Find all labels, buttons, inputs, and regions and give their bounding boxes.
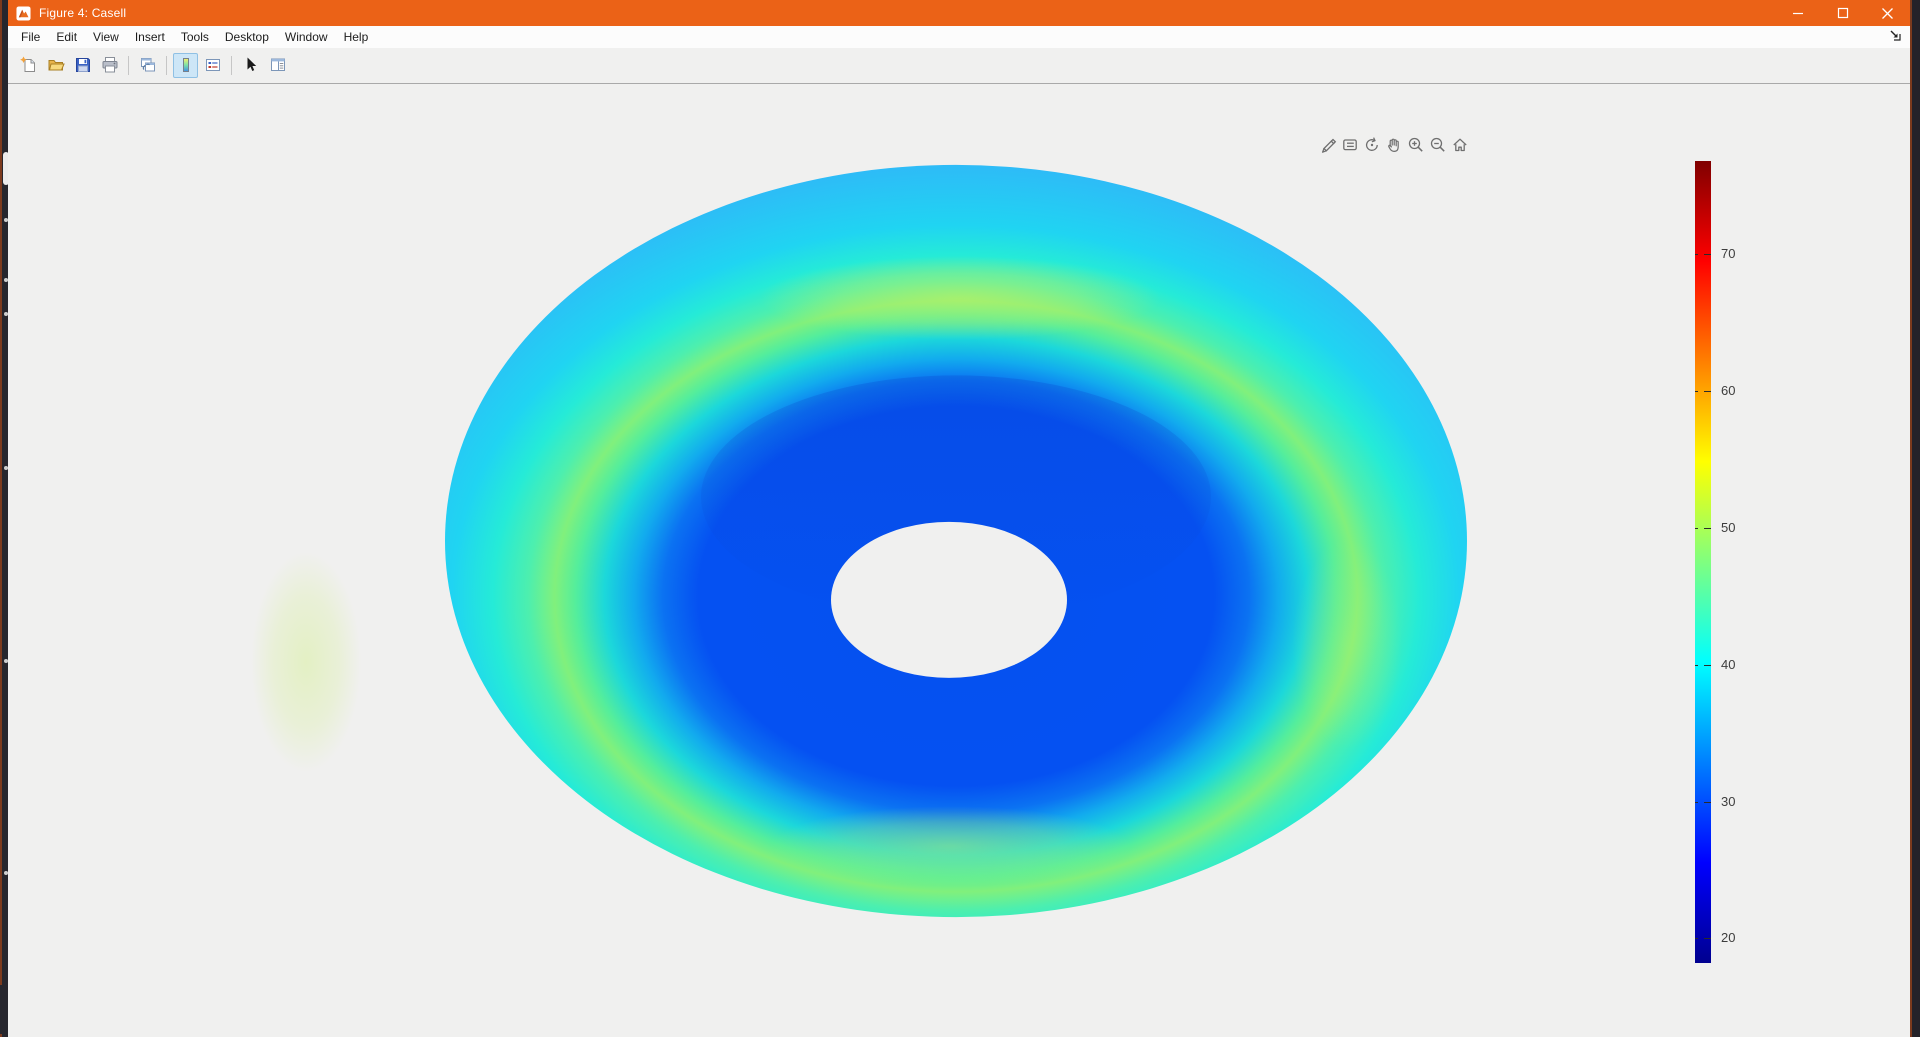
taskbar-dot [4,466,8,470]
taskbar-dot [4,871,8,875]
colorbar-tick-label: 50 [1721,520,1736,535]
link-plot-button[interactable] [135,53,160,78]
home-icon [1452,138,1467,151]
restore-view-button[interactable] [1450,134,1469,155]
background-window-edge [1910,0,1920,1037]
colorbar-tick [1704,528,1711,529]
menu-item-tools[interactable]: Tools [180,30,209,44]
save-figure-button[interactable] [70,53,95,78]
menu-item-window[interactable]: Window [284,30,328,44]
open-folder-icon [48,60,65,71]
colorbar-tick [1704,665,1711,666]
rotate-3d-button[interactable] [1362,134,1381,155]
colorbar-tick [1704,802,1711,803]
zoom-in-icon [1408,137,1423,152]
taskbar-dot [4,659,8,663]
taskbar-dot [4,218,8,222]
property-inspector-icon [270,58,285,71]
ring-highlight-top [760,256,1160,340]
titlebar[interactable]: Figure 4: Casell [8,0,1910,26]
taskbar-dot [4,278,8,282]
menu-bar: File Edit View Insert Tools Desktop Window Help [8,26,1910,48]
colorbar-tick-label: 30 [1721,794,1736,809]
export-button[interactable] [1318,134,1337,155]
menu-item-desktop[interactable]: Desktop [224,30,269,44]
toolbar-separator [231,55,232,75]
colorbar-tick [1695,938,1698,939]
colorbar-tick-label: 40 [1721,657,1736,672]
ring-highlight-left [251,552,361,772]
surface-center-hole [831,521,1067,678]
figure-toolbar [8,48,1910,82]
colorbar-tick [1704,391,1711,392]
save-icon [75,58,90,72]
ring-highlight-bottom [770,806,1130,886]
maximize-button[interactable] [1820,0,1865,26]
colorbar-tick [1704,254,1711,255]
axes-toolbar [1318,134,1469,155]
colorbar-tick [1695,391,1698,392]
toolbar-separator [166,55,167,75]
window-title: Figure 4: Casell [39,6,127,20]
open-file-button[interactable] [43,53,68,78]
dock-figure-icon[interactable] [1889,29,1902,42]
figure-canvas[interactable]: 70 60 50 40 30 20 [8,83,1910,1037]
window-controls [1775,0,1910,26]
insert-colorbar-icon [182,58,189,72]
colorbar-tick [1695,528,1698,529]
datatips-icon [1342,138,1357,150]
colorbar-tick [1695,254,1698,255]
menu-item-edit[interactable]: Edit [56,30,78,44]
background-taskbar-edge [0,0,9,1037]
taskbar-dot [4,312,8,316]
crater-shading [701,375,1211,619]
colorbar-tick [1704,938,1711,939]
menu-item-insert[interactable]: Insert [134,30,165,44]
export-icon [1321,138,1336,153]
zoom-out-button[interactable] [1428,134,1447,155]
zoom-out-icon [1430,137,1445,152]
pan-icon [1387,138,1399,152]
new-figure-icon [19,56,35,72]
colorbar-tick-label: 60 [1721,383,1736,398]
matlab-figure-window: Figure 4: Casell File Edit View Insert Tools… [8,0,1910,1037]
property-inspector-button[interactable] [265,53,290,78]
colorbar-tick [1695,665,1698,666]
edit-plot-button[interactable] [238,53,263,78]
surface-plot[interactable] [8,84,1910,1037]
edit-plot-icon [247,57,256,71]
pan-button[interactable] [1384,134,1403,155]
colorbar-tick [1695,802,1698,803]
menu-items: File Edit View Insert Tools Desktop Window Help [13,26,376,48]
print-icon [102,57,117,73]
colorbar-tick-label: 70 [1721,246,1736,261]
datatips-button[interactable] [1340,134,1359,155]
menu-item-file[interactable]: File [21,30,41,44]
colorbar-tick-label: 20 [1721,930,1736,945]
insert-legend-icon [205,59,220,71]
taskbar-active-indicator [3,152,9,185]
menu-item-help[interactable]: Help [343,30,369,44]
zoom-in-button[interactable] [1406,134,1425,155]
insert-colorbar-button[interactable] [173,52,198,78]
new-figure-button[interactable] [16,53,41,78]
minimize-button[interactable] [1775,0,1820,26]
menu-item-view[interactable]: View [93,30,119,44]
colorbar [1695,161,1711,963]
toolbar-separator [128,55,129,75]
close-button[interactable] [1865,0,1910,26]
print-figure-button[interactable] [97,53,122,78]
ring-highlight-right [1292,539,1402,749]
insert-legend-button[interactable] [200,53,225,78]
rotate-3d-icon [1365,136,1378,151]
matlab-icon [16,5,31,21]
link-plot-icon [140,58,155,72]
